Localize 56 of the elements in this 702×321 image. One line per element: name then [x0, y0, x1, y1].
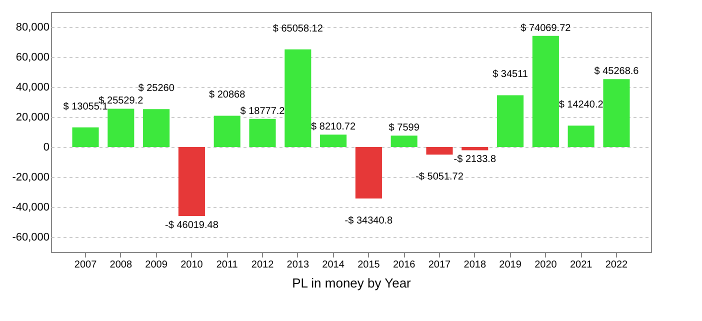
- x-tick-label: 2022: [605, 260, 628, 270]
- data-label: $ 65058.12: [272, 23, 324, 34]
- bar: [320, 134, 347, 147]
- bar: [143, 109, 170, 147]
- x-tick-label: 2019: [499, 260, 522, 270]
- bar: [108, 108, 134, 147]
- bar: [462, 147, 488, 150]
- data-label: $ 7599: [388, 122, 420, 134]
- bar: [178, 147, 205, 216]
- y-tick-label: 20,000: [16, 112, 50, 124]
- data-label: $ 13055.1: [63, 101, 108, 112]
- data-label: $ 45268.6: [594, 66, 640, 78]
- bar: [72, 127, 99, 147]
- bar: [426, 147, 453, 155]
- data-label: -$ 5051.72: [416, 172, 464, 183]
- data-label: $ 34511: [492, 69, 528, 80]
- y-tick-label: -40,000: [12, 202, 50, 214]
- data-label: -$ 2133.8: [454, 154, 496, 166]
- bar: [249, 118, 276, 147]
- bar: [390, 136, 418, 147]
- x-tick-label: 2020: [534, 260, 558, 270]
- data-label: $ 18777.2: [240, 106, 286, 117]
- x-tick-label: 2011: [216, 260, 238, 270]
- x-tick-label: 2013: [286, 260, 310, 270]
- y-tick-label: 80,000: [16, 22, 50, 34]
- bar: [355, 147, 382, 199]
- y-tick-label: 0: [43, 142, 50, 154]
- data-label: $ 20868: [209, 90, 246, 101]
- x-tick-label: 2009: [145, 260, 168, 270]
- data-label: $ 74069.72: [520, 22, 572, 34]
- bar: [214, 116, 240, 147]
- x-tick-label: 2016: [392, 260, 416, 270]
- data-label: $ 25260: [138, 83, 175, 94]
- data-label: -$ 34340.8: [344, 216, 394, 227]
- y-tick-label: -20,000: [12, 172, 50, 184]
- data-label: $ 14240.2: [558, 100, 604, 111]
- data-label: -$ 46019.48: [165, 220, 219, 232]
- bar: [603, 79, 630, 147]
- x-tick-label: 2010: [180, 260, 204, 270]
- x-tick-label: 2017: [428, 260, 452, 270]
- y-tick-label: 60,000: [16, 52, 50, 64]
- bar: [568, 126, 594, 147]
- x-tick-label: 2012: [251, 260, 274, 270]
- x-tick-label: 2014: [322, 260, 345, 270]
- x-axis-title: PL in money by Year: [292, 276, 412, 290]
- x-tick-label: 2007: [74, 260, 98, 270]
- data-label: $ 8210.72: [311, 122, 356, 133]
- x-tick-label: 2015: [358, 260, 380, 270]
- y-tick-label: 40,000: [16, 82, 50, 94]
- y-tick-label: -60,000: [12, 232, 50, 244]
- bar: [284, 49, 312, 147]
- x-tick-label: 2018: [464, 260, 486, 270]
- x-tick-label: 2008: [110, 260, 132, 270]
- bar: [497, 95, 524, 147]
- x-tick-label: 2021: [570, 260, 593, 270]
- bar: [532, 36, 559, 147]
